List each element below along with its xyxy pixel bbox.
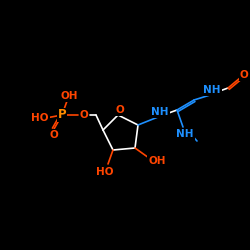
Text: O: O xyxy=(116,105,124,115)
Text: OH: OH xyxy=(148,156,166,166)
Text: O: O xyxy=(50,130,58,140)
Text: HO: HO xyxy=(31,113,49,123)
Text: OH: OH xyxy=(60,91,78,101)
Text: NH: NH xyxy=(151,107,169,117)
Text: O: O xyxy=(240,70,248,80)
Text: NH: NH xyxy=(203,85,221,95)
Text: NH: NH xyxy=(176,129,194,139)
Text: HO: HO xyxy=(96,167,114,177)
Text: P: P xyxy=(58,108,66,122)
Text: O: O xyxy=(80,110,88,120)
